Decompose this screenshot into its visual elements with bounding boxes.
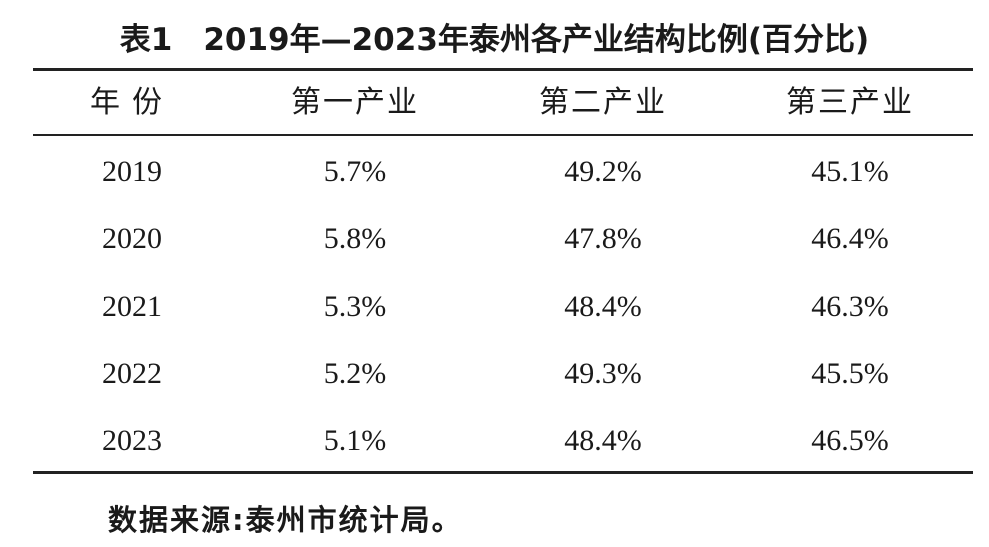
table-cell: 5.3% xyxy=(323,289,387,323)
table-cell: 46.3% xyxy=(811,289,889,323)
source-note: 数据来源:泰州市统计局。 xyxy=(108,503,463,537)
table-cell: 5.7% xyxy=(323,155,387,188)
table-title: 表1 2019年—2023年泰州各产业结构比例(百分比) xyxy=(119,22,870,58)
header-rule xyxy=(33,134,973,136)
header-cell: 第二产业 xyxy=(539,86,667,119)
table-cell: 46.5% xyxy=(811,424,889,458)
table-cell: 45.1% xyxy=(811,155,889,188)
table-cell: 5.1% xyxy=(323,424,387,458)
table-cell: 49.2% xyxy=(564,155,642,188)
table-cell: 49.3% xyxy=(564,356,642,390)
table-cell: 5.2% xyxy=(323,356,387,390)
table-cell: 48.4% xyxy=(564,289,642,323)
header-cell: 第一产业 xyxy=(291,86,419,119)
table-cell: 48.4% xyxy=(564,424,642,458)
table-cell: 2021 xyxy=(102,289,162,323)
table-cell: 5.8% xyxy=(323,222,387,256)
table-cell: 2020 xyxy=(102,222,162,256)
table-cell: 2022 xyxy=(102,356,162,390)
table-cell: 2023 xyxy=(102,424,162,458)
table-cell: 46.4% xyxy=(811,222,889,256)
top-rule xyxy=(33,68,973,71)
header-cell: 第三产业 xyxy=(786,86,914,119)
header-cell: 年份 xyxy=(90,86,174,119)
bottom-rule xyxy=(33,471,973,474)
table-cell: 45.5% xyxy=(811,356,889,390)
table-cell: 47.8% xyxy=(564,222,642,256)
table-cell: 2019 xyxy=(102,155,162,188)
